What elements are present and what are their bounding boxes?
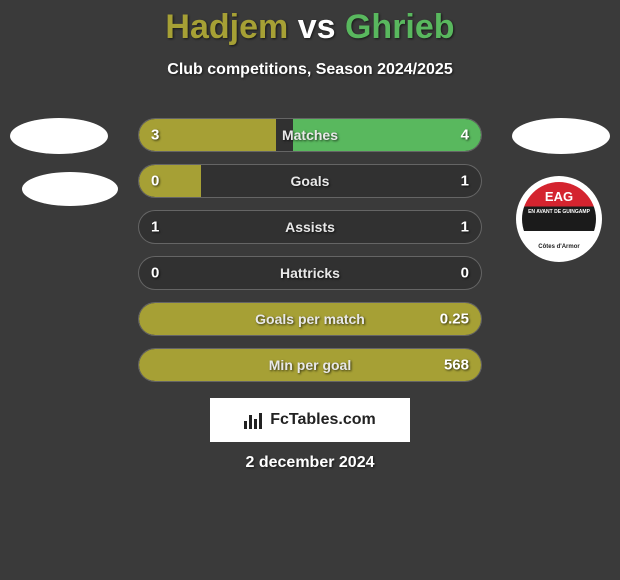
stat-label: Goals per match (255, 311, 365, 327)
stat-label: Assists (285, 219, 335, 235)
club-badge-inner: EAG EN AVANT DE GUINGAMP Côtes d'Armor (522, 182, 596, 256)
stat-label: Goals (291, 173, 330, 189)
stat-value-right: 568 (444, 357, 469, 374)
stat-value-left: 3 (151, 127, 159, 144)
stat-value-right: 1 (461, 173, 469, 190)
stat-row: 1 Assists 1 (138, 210, 482, 244)
club-badge-region: Côtes d'Armor (538, 244, 579, 250)
stat-value-left: 1 (151, 219, 159, 236)
brand-text: FcTables.com (270, 411, 376, 429)
stat-label: Matches (282, 127, 338, 143)
stat-row: Goals per match 0.25 (138, 302, 482, 336)
stat-value-right: 0.25 (440, 311, 469, 328)
stat-fill-left (139, 165, 201, 197)
player2-placeholder-oval (512, 118, 610, 154)
stat-value-left: 0 (151, 173, 159, 190)
club-badge-fullname: EN AVANT DE GUINGAMP (528, 210, 590, 215)
stat-value-right: 0 (461, 265, 469, 282)
stat-label: Hattricks (280, 265, 340, 281)
club-badge: EAG EN AVANT DE GUINGAMP Côtes d'Armor (516, 176, 602, 262)
player1-placeholder-oval-2 (22, 172, 118, 206)
date-text: 2 december 2024 (246, 454, 375, 472)
player2-name: Ghrieb (345, 8, 455, 46)
stat-fill-left (139, 119, 276, 151)
stat-row: 0 Hattricks 0 (138, 256, 482, 290)
stat-value-left: 0 (151, 265, 159, 282)
stat-row: 3 Matches 4 (138, 118, 482, 152)
stat-label: Min per goal (269, 357, 351, 373)
comparison-chart: 3 Matches 4 0 Goals 1 1 Assists 1 0 Hattricks 0 Goal… (138, 118, 482, 394)
subtitle: Club competitions, Season 2024/2025 (0, 61, 620, 79)
brand-banner: FcTables.com (210, 398, 410, 442)
stat-row: Min per goal 568 (138, 348, 482, 382)
stat-row: 0 Goals 1 (138, 164, 482, 198)
player1-placeholder-oval (10, 118, 108, 154)
player1-name: Hadjem (165, 8, 288, 46)
bar-chart-icon (244, 411, 264, 429)
stat-value-right: 4 (461, 127, 469, 144)
club-badge-abbrev: EAG (545, 190, 573, 203)
comparison-title: Hadjem vs Ghrieb (0, 0, 620, 47)
stat-value-right: 1 (461, 219, 469, 236)
vs-word: vs (298, 8, 336, 46)
